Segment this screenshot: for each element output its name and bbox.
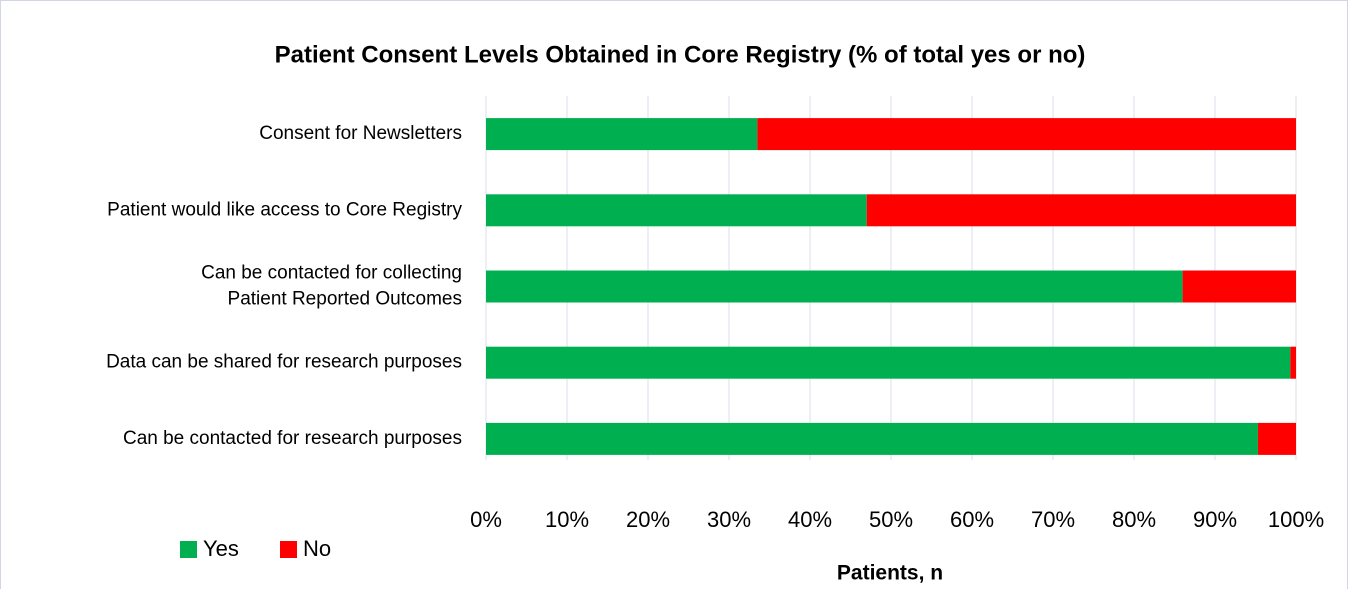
y-tick-label: Data can be shared for research purposes [106,352,462,373]
x-tick-label: 20% [626,507,670,532]
chart-title: Patient Consent Levels Obtained in Core … [275,41,1086,68]
x-tick-label: 80% [1112,507,1156,532]
bar-segment [1290,346,1296,379]
x-tick-label: 40% [788,507,832,532]
y-tick-label: Patient would like access to Core Regist… [107,199,462,220]
bar-segment [486,194,867,227]
legend-swatch [280,541,297,558]
legend-label: Yes [203,536,239,561]
x-tick-label: 60% [950,507,994,532]
x-tick-label: 50% [869,507,913,532]
bar-segment [486,422,1258,455]
bar-segment [757,118,1296,151]
bar-segment [486,118,758,151]
x-tick-label: 30% [707,507,751,532]
x-tick-label: 0% [470,507,502,532]
x-tick-label: 70% [1031,507,1075,532]
bar-segment [486,270,1183,303]
bar-segment [1257,422,1296,455]
y-tick-label: Can be contacted for collecting Patient R… [201,263,462,310]
legend-swatch [180,541,197,558]
x-tick-label: 100% [1268,507,1324,532]
bar-segment [486,346,1291,379]
legend-label: No [303,536,331,561]
x-tick-label: 90% [1193,507,1237,532]
x-tick-label: 10% [545,507,589,532]
bar-segment [866,194,1296,227]
y-tick-label: Can be contacted for research purposes [123,428,462,449]
x-axis-title: Patients, n [837,562,943,585]
y-tick-label: Consent for Newsletters [259,123,462,144]
bar-segment [1182,270,1296,303]
